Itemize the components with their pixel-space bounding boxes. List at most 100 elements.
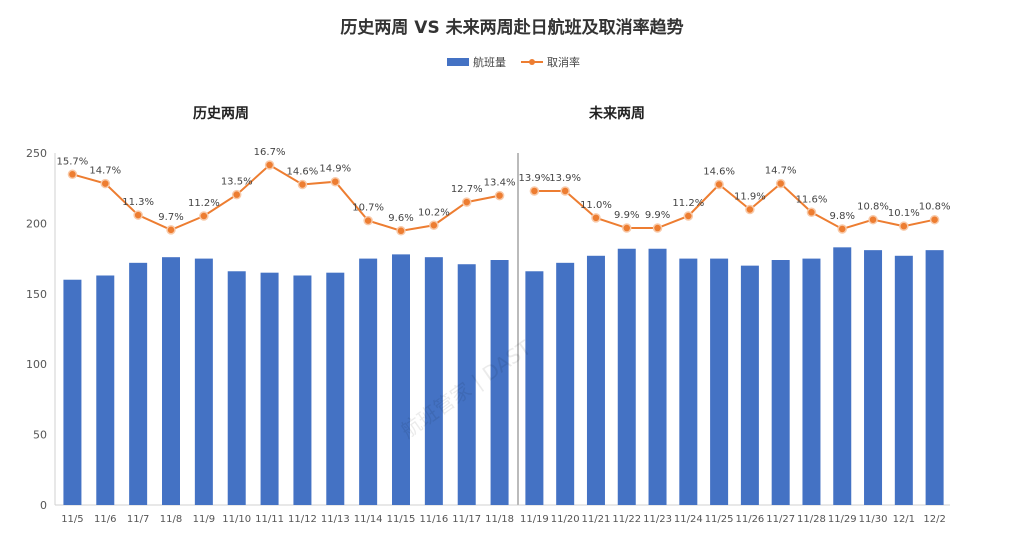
x-tick-label: 11/6 xyxy=(94,514,116,525)
rate-marker-11/15 xyxy=(396,226,406,236)
rate-data-label: 11.3% xyxy=(122,197,154,208)
rate-marker-11/27 xyxy=(775,178,786,189)
x-tick-label: 11/21 xyxy=(582,514,611,525)
rate-data-label: 14.9% xyxy=(319,164,351,175)
y-tick-label: 250 xyxy=(26,147,47,160)
rate-marker-11/30 xyxy=(868,214,878,225)
y-tick-label: 100 xyxy=(26,358,47,371)
rate-line-0 xyxy=(72,163,500,232)
rate-marker-11/13 xyxy=(330,176,341,187)
bar-12/2 xyxy=(925,250,944,505)
rate-data-label: 13.4% xyxy=(484,178,516,189)
rate-data-label: 10.1% xyxy=(888,208,920,219)
rate-data-label: 11.6% xyxy=(796,194,828,205)
x-tick-label: 11/14 xyxy=(354,514,383,525)
rate-marker-12/1 xyxy=(899,221,909,231)
rate-marker-11/18 xyxy=(494,190,505,201)
x-tick-label: 11/8 xyxy=(160,514,182,525)
bar-11/22 xyxy=(617,248,636,505)
rate-data-label: 9.9% xyxy=(645,210,670,221)
legend-bar-label: 航班量 xyxy=(473,55,506,69)
rate-data-label: 11.9% xyxy=(734,192,766,203)
rate-data-label: 9.8% xyxy=(830,211,855,222)
rate-marker-11/7 xyxy=(133,210,143,220)
rate-marker-11/23 xyxy=(652,223,663,233)
rate-marker-11/17 xyxy=(461,197,472,207)
rate-data-label: 14.6% xyxy=(703,166,735,177)
rate-data-label: 14.7% xyxy=(89,166,121,177)
x-tick-label: 11/11 xyxy=(255,514,284,525)
bar-11/20 xyxy=(556,262,575,505)
bar-11/25 xyxy=(710,258,729,505)
y-tick-label: 200 xyxy=(26,217,47,230)
x-tick-label: 11/12 xyxy=(288,514,317,525)
rate-marker-12/2 xyxy=(929,214,940,225)
x-tick-label: 11/24 xyxy=(674,514,703,525)
rate-marker-11/24 xyxy=(683,211,694,221)
rate-data-label: 16.7% xyxy=(254,147,286,158)
x-tick-label: 11/23 xyxy=(643,514,672,525)
x-tick-label: 11/10 xyxy=(222,514,251,525)
rate-data-label: 11.2% xyxy=(672,198,704,209)
y-tick-label: 0 xyxy=(40,499,47,512)
x-tick-label: 11/13 xyxy=(321,514,350,525)
bar-11/9 xyxy=(194,258,213,505)
bar-11/6 xyxy=(96,275,115,505)
bar-11/30 xyxy=(864,250,883,505)
bar-11/18 xyxy=(490,260,509,505)
bar-11/16 xyxy=(424,257,443,505)
bar-11/17 xyxy=(457,264,476,505)
rate-data-label: 13.5% xyxy=(221,177,253,188)
rate-marker-11/26 xyxy=(745,204,755,215)
bar-11/24 xyxy=(679,258,698,505)
rate-data-label: 11.2% xyxy=(188,198,220,209)
x-tick-label: 12/2 xyxy=(923,514,945,525)
x-tick-label: 11/16 xyxy=(419,514,448,525)
x-tick-label: 11/26 xyxy=(735,514,764,525)
panel-subtitle-future: 未来两周 xyxy=(589,105,645,122)
legend-bar-swatch xyxy=(447,58,469,66)
bar-11/29 xyxy=(833,247,852,505)
bar-11/28 xyxy=(802,258,821,505)
x-tick-label: 11/29 xyxy=(828,514,857,525)
bar-11/13 xyxy=(326,272,345,505)
bar-11/14 xyxy=(359,258,378,505)
rate-marker-11/8 xyxy=(166,225,176,235)
rate-marker-11/5 xyxy=(67,169,78,180)
y-tick-label: 150 xyxy=(26,288,47,301)
bar-12/1 xyxy=(894,255,913,505)
x-tick-label: 11/22 xyxy=(612,514,641,525)
rate-marker-11/20 xyxy=(560,186,570,196)
x-tick-label: 11/9 xyxy=(193,514,215,525)
rate-marker-11/28 xyxy=(806,207,817,218)
rate-data-label: 10.7% xyxy=(352,203,384,214)
rate-data-label: 10.8% xyxy=(919,202,951,213)
rate-marker-11/9 xyxy=(199,211,209,221)
rate-data-label: 14.7% xyxy=(765,166,797,177)
rate-data-label: 9.7% xyxy=(158,212,183,223)
rate-data-label: 9.6% xyxy=(388,213,413,224)
bar-11/5 xyxy=(63,279,82,505)
rate-marker-11/25 xyxy=(714,179,724,190)
rate-data-label: 9.9% xyxy=(614,210,639,221)
rate-data-label: 10.2% xyxy=(418,207,450,218)
x-tick-label: 11/18 xyxy=(485,514,514,525)
x-tick-label: 11/25 xyxy=(705,514,734,525)
rate-marker-11/16 xyxy=(429,220,439,231)
bar-11/27 xyxy=(771,260,790,505)
x-tick-label: 11/5 xyxy=(61,514,83,525)
bar-11/11 xyxy=(260,272,279,505)
rate-marker-11/22 xyxy=(622,223,632,233)
x-tick-label: 11/15 xyxy=(387,514,416,525)
rate-marker-11/19 xyxy=(529,186,540,196)
rate-line-1 xyxy=(534,182,935,231)
x-tick-label: 11/28 xyxy=(797,514,826,525)
bar-11/12 xyxy=(293,275,312,505)
x-tick-label: 11/17 xyxy=(452,514,481,525)
rate-data-label: 13.9% xyxy=(519,173,551,184)
rate-data-label: 14.6% xyxy=(287,166,319,177)
legend-line-marker xyxy=(529,59,535,65)
bar-11/26 xyxy=(740,265,759,505)
rate-data-label: 10.8% xyxy=(857,202,889,213)
